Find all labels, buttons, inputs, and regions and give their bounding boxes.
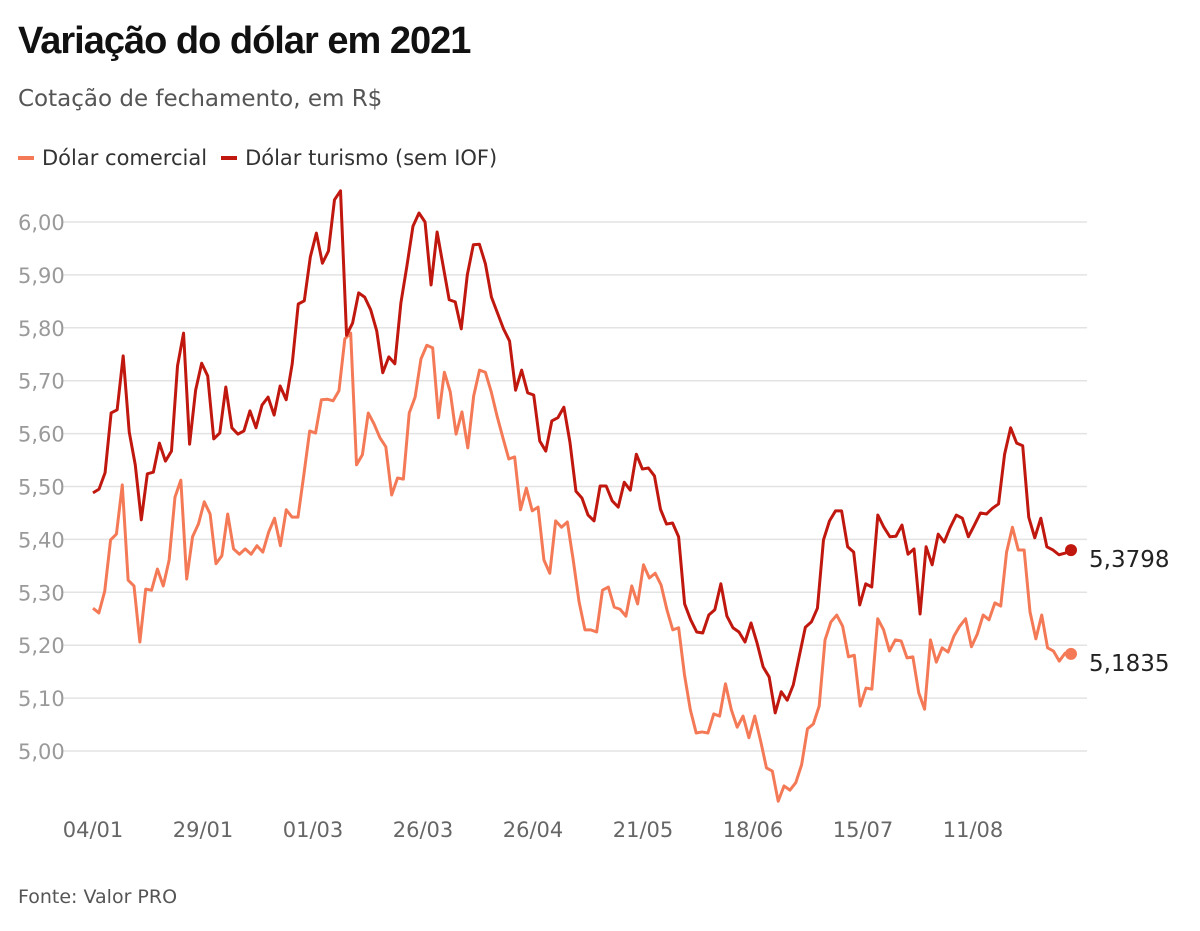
y-tick-label: 5,10: [18, 687, 65, 711]
series-line-turismo: [92, 189, 1072, 715]
series-line-comercial: [92, 331, 1072, 803]
x-tick-label: 21/05: [613, 818, 674, 842]
end-point-marker: [1065, 544, 1077, 557]
x-tick-label: 15/07: [833, 818, 894, 842]
y-tick-label: 5,50: [18, 476, 65, 500]
chart-subtitle: Cotação de fechamento, em R$: [18, 86, 383, 112]
x-tick-label: 18/06: [723, 818, 784, 842]
legend-swatch-turismo: [221, 156, 238, 160]
legend-label-turismo: Dólar turismo (sem IOF): [245, 146, 498, 170]
source-note: Fonte: Valor PRO: [18, 886, 178, 908]
x-tick-label: 01/03: [283, 818, 344, 842]
legend-item-comercial: Dólar comercial: [18, 146, 207, 170]
y-tick-label: 5,90: [18, 264, 65, 288]
x-tick-label: 26/04: [503, 818, 564, 842]
y-tick-label: 5,60: [18, 423, 65, 447]
x-tick-label: 26/03: [393, 818, 454, 842]
y-tick-label: 5,40: [18, 528, 65, 552]
y-tick-label: 5,70: [18, 370, 65, 394]
end-value-label: 5,3798: [1089, 547, 1169, 573]
x-tick-label: 29/01: [173, 818, 234, 842]
y-tick-label: 5,30: [18, 581, 65, 605]
y-tick-label: 5,80: [18, 317, 65, 341]
x-tick-label: 04/01: [63, 818, 124, 842]
y-tick-label: 5,20: [18, 634, 65, 658]
end-point-marker: [1065, 647, 1077, 660]
x-tick-label: 11/08: [943, 818, 1004, 842]
legend-swatch-comercial: [18, 156, 34, 160]
legend-item-turismo: Dólar turismo (sem IOF): [221, 146, 497, 170]
chart-title: Variação do dólar em 2021: [18, 20, 471, 62]
legend-label-comercial: Dólar comercial: [42, 146, 208, 170]
legend: Dólar comercial Dólar turismo (sem IOF): [18, 146, 511, 170]
y-tick-label: 5,00: [18, 740, 65, 764]
end-value-label: 5,1835: [1089, 651, 1169, 677]
y-tick-label: 6,00: [18, 211, 65, 235]
